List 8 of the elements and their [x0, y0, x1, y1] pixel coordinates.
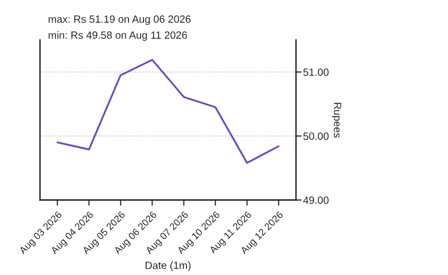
- x-axis-title: Date (1m): [146, 261, 191, 272]
- y-tick-label: 51.00: [303, 68, 329, 76]
- y-axis-title: Rupees: [332, 102, 342, 138]
- text: max: Rs 51.19 on Aug 06 2026: [48, 15, 191, 25]
- line-series: [56, 58, 280, 164]
- y-tick-label: 49.00: [303, 196, 329, 204]
- annotation: min: Rs 49.58 on Aug 11 2026: [48, 31, 187, 41]
- y-tick-label: 50.00: [303, 132, 329, 140]
